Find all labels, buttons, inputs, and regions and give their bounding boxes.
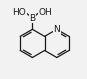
Text: HO: HO <box>12 8 26 17</box>
Text: OH: OH <box>39 8 53 17</box>
Text: N: N <box>53 25 60 34</box>
Text: B: B <box>29 14 35 23</box>
